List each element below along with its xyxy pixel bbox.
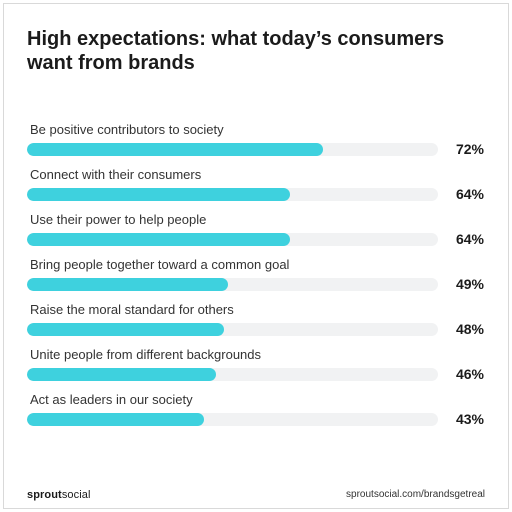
bar-row: Bring people together toward a common go… bbox=[27, 257, 487, 302]
bar-label: Use their power to help people bbox=[30, 212, 207, 227]
bar-label: Act as leaders in our society bbox=[30, 392, 193, 407]
bar bbox=[27, 413, 204, 426]
logo-text-light: social bbox=[61, 489, 91, 501]
bar bbox=[27, 278, 228, 291]
bar-label: Connect with their consumers bbox=[30, 167, 202, 182]
bar-track bbox=[27, 413, 438, 426]
bar-track bbox=[27, 233, 438, 246]
chart-title: High expectations: what today’s consumer… bbox=[27, 28, 445, 74]
bar bbox=[27, 368, 216, 381]
brand-logo[interactable]: sproutsocial bbox=[27, 489, 91, 501]
bar-value-label: 72% bbox=[455, 141, 484, 157]
logo-text-bold: sprout bbox=[27, 489, 62, 501]
bar-track bbox=[27, 143, 438, 156]
bar-label: Raise the moral standard for others bbox=[30, 302, 234, 317]
bar-track bbox=[27, 188, 438, 201]
bar-track bbox=[27, 368, 438, 381]
bar-track bbox=[27, 323, 438, 336]
bar-chart: Be positive contributors to society 72% Co… bbox=[27, 122, 487, 437]
bar bbox=[27, 323, 224, 336]
bar-value-label: 46% bbox=[455, 366, 484, 382]
bar bbox=[27, 188, 290, 201]
bar-value-label: 49% bbox=[455, 276, 484, 292]
bar-row: Be positive contributors to society 72% bbox=[27, 122, 487, 167]
bar-track bbox=[27, 278, 438, 291]
bar-row: Use their power to help people 64% bbox=[27, 212, 487, 257]
bar-value-label: 48% bbox=[455, 321, 484, 337]
bar bbox=[27, 233, 290, 246]
bar-label: Unite people from different backgrounds bbox=[30, 347, 262, 362]
source-url[interactable]: sproutsocial.com/brandsgetreal bbox=[346, 489, 485, 500]
card-frame bbox=[3, 3, 509, 509]
bar-value-label: 64% bbox=[455, 186, 484, 202]
bar-label: Bring people together toward a common go… bbox=[30, 257, 290, 272]
bar bbox=[27, 143, 323, 156]
bar-row: Raise the moral standard for others 48% bbox=[27, 302, 487, 347]
bar-row: Connect with their consumers 64% bbox=[27, 167, 487, 212]
bar-label: Be positive contributors to society bbox=[30, 122, 224, 137]
bar-value-label: 64% bbox=[455, 231, 484, 247]
bar-value-label: 43% bbox=[455, 411, 484, 427]
footer: sproutsocial sproutsocial.com/brandsgetr… bbox=[27, 489, 485, 503]
bar-row: Act as leaders in our society 43% bbox=[27, 392, 487, 437]
bar-row: Unite people from different backgrounds 4… bbox=[27, 347, 487, 392]
